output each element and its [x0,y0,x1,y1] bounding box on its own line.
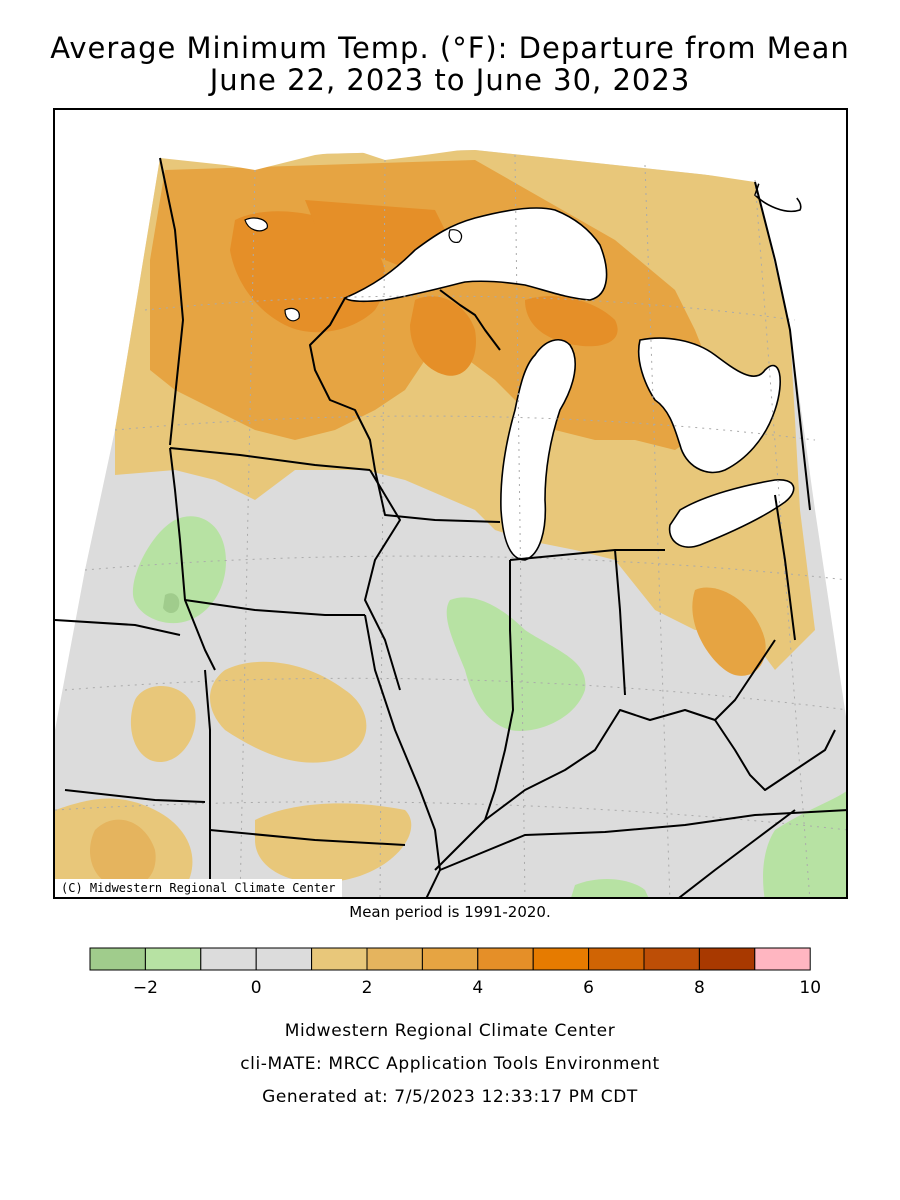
legend-tick-label: 0 [251,978,262,998]
legend-swatch [643,947,700,971]
legend-swatch [421,947,479,971]
border-il-ky [434,819,486,871]
map-date-range: June 22, 2023 to June 30, 2023 [209,63,691,97]
legend-tick-label: 10 [799,978,821,998]
border-sd-ne [55,619,181,636]
legend-swatch [366,947,423,971]
mean-period-note: Mean period is 1991-2020. [349,903,551,921]
anomaly-patch-neg-1-2 [446,597,586,731]
lake-islands [244,217,463,322]
anomaly-patch-neg-1-2 [132,516,226,624]
border-mn-wi [309,297,376,471]
legend-swatch [754,947,811,971]
legend-swatch [588,947,645,971]
border-ky-wv-va [714,719,836,791]
anomaly-patch-neg-1-2 [571,879,649,897]
legend-tick-label: 8 [694,978,705,998]
legend-swatch [532,947,590,971]
border-ia-sd-ne [169,447,216,671]
color-legend: −2 0 2 4 6 8 10 [89,947,829,1007]
anomaly-patch-3-4 [692,587,766,676]
legend-swatch [698,947,756,971]
anomaly-patch-neg-1-2 [763,791,846,897]
lake-huron [637,337,781,474]
border-wi-mi [439,289,501,351]
border-il-in [484,560,514,821]
legend-swatch [255,947,313,971]
anomaly-patch-1-2 [210,661,367,763]
border-in-oh [614,549,626,696]
legend-tick-label: −2 [133,978,158,998]
border-in-ky-oh-river [484,639,776,821]
legend-swatch [89,947,146,971]
lake-michigan [500,339,576,561]
legend-tick-label: 2 [362,978,373,998]
border-mn-nd [159,157,184,446]
anomaly-patch-1-2 [255,803,412,883]
graticule [55,154,846,897]
lake-superior [343,207,608,303]
legend-swatch [477,947,534,971]
border-ia-il [364,469,401,691]
state-borders [55,157,846,897]
map-panel: (C) Midwestern Regional Climate Center [53,108,848,899]
legend-swatch [144,947,202,971]
anomaly-patch-1-2 [130,686,196,762]
border-ks-mo-ok [204,669,211,897]
map-title: Average Minimum Temp. (°F): Departure fr… [50,31,850,65]
border-mo-ar [209,829,406,846]
temperature-departure-map [55,110,846,897]
border-ne-ks [64,789,206,803]
legend-tick-label: 4 [472,978,483,998]
anomaly-core-4-5 [230,211,386,333]
anomaly-core-4-5 [525,296,618,347]
legend-swatch [200,947,257,971]
copyright-label: (C) Midwestern Regional Climate Center [55,879,342,897]
border-pa-ny [754,181,811,511]
border-oh-pa [774,494,796,641]
legend-swatch [311,947,368,971]
great-lakes [343,179,802,561]
footer-generated-at: Generated at: 7/5/2023 12:33:17 PM CDT [262,1087,638,1107]
border-ia-mo [184,599,365,616]
footer-organization: Midwestern Regional Climate Center [284,1021,616,1041]
legend-tick-label: 6 [583,978,594,998]
border-ky-tn [439,809,846,871]
footer-application: cli-MATE: MRCC Application Tools Environ… [240,1054,660,1074]
border-tn-nc [678,809,796,897]
border-mn-ia [169,447,371,471]
lake-erie [668,479,795,548]
anomaly-patch-2-3 [90,819,156,889]
legend-bar: −2 0 2 4 6 8 10 [89,947,821,998]
canada-area [160,110,846,200]
anomaly-patch-neg-2-3 [163,593,180,614]
border-wi-il [374,469,501,523]
anomaly-core-4-5 [410,296,476,376]
